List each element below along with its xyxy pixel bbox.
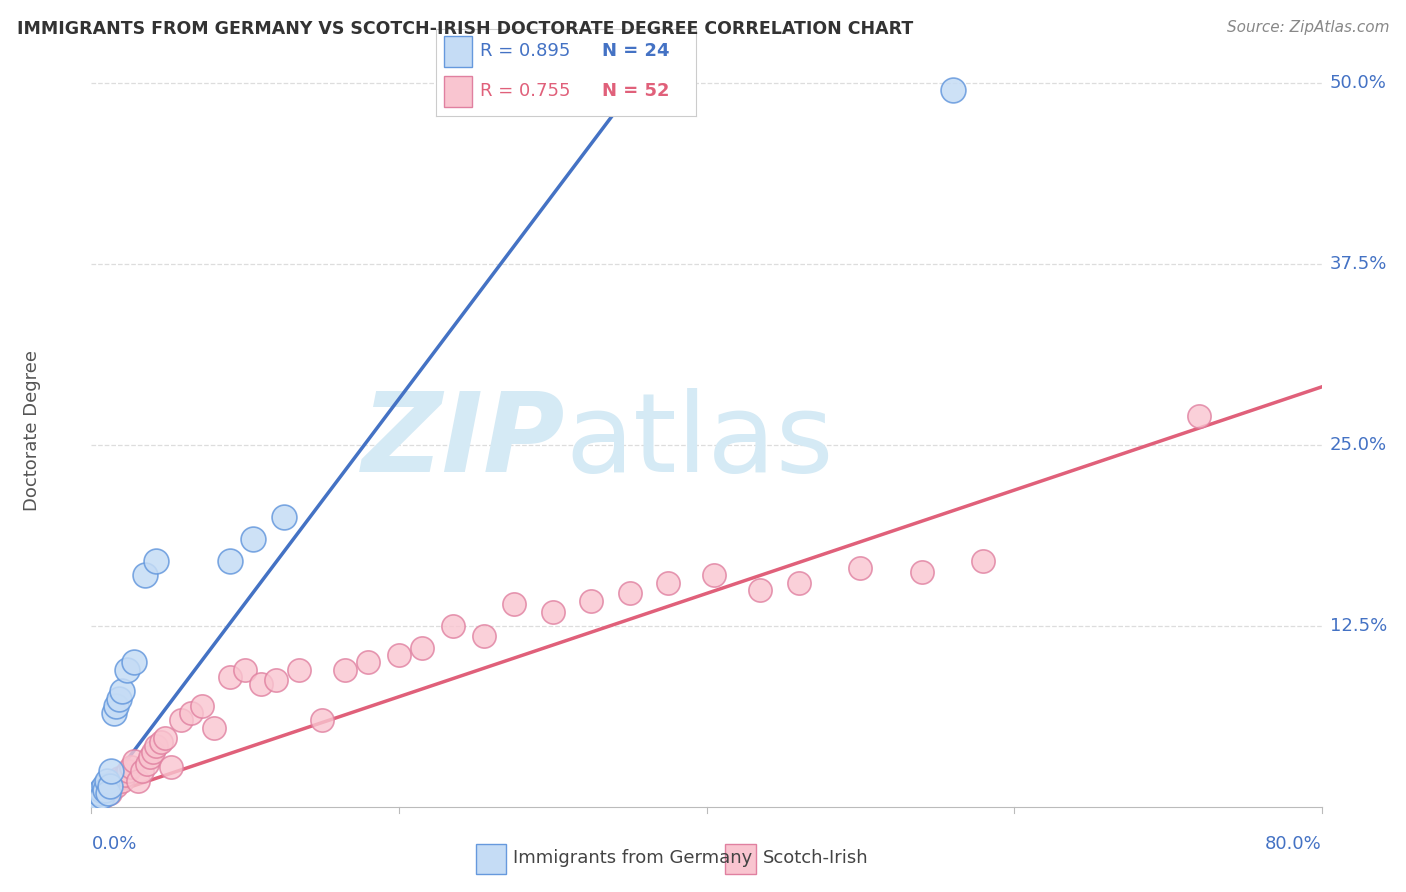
Point (97, 786, 120, 800)
Text: Scotch-Irish: Scotch-Irish (763, 849, 869, 867)
Text: 50.0%: 50.0% (1330, 73, 1386, 92)
Text: 80.0%: 80.0% (1265, 835, 1322, 853)
Point (100, 764, 122, 778)
Point (619, 586, 641, 600)
Text: Doctorate Degree: Doctorate Degree (24, 350, 41, 511)
Text: ZIP: ZIP (361, 388, 565, 495)
Point (115, 663, 138, 677)
Point (145, 739, 167, 754)
Point (273, 510, 295, 524)
Text: R = 0.895: R = 0.895 (479, 42, 571, 61)
Point (103, 774, 125, 789)
Text: Source: ZipAtlas.com: Source: ZipAtlas.com (1226, 20, 1389, 35)
Point (849, 561, 872, 575)
Point (1187, 409, 1209, 423)
Point (105, 779, 127, 793)
Point (83, 793, 105, 807)
Text: N = 52: N = 52 (602, 82, 669, 101)
Point (169, 714, 191, 728)
Bar (725, 844, 756, 874)
Point (117, 764, 139, 778)
Point (131, 764, 153, 778)
Point (472, 629, 495, 643)
Point (108, 771, 131, 786)
Text: 37.5%: 37.5% (1330, 255, 1388, 273)
Text: atlas: atlas (565, 388, 834, 495)
Point (111, 684, 134, 698)
Text: 12.5%: 12.5% (1330, 617, 1388, 635)
Point (114, 768, 136, 782)
Point (579, 594, 602, 608)
Point (127, 774, 149, 789)
Point (153, 731, 177, 745)
Point (86, 789, 108, 803)
Point (218, 554, 240, 568)
Point (93, 779, 115, 793)
Point (911, 566, 934, 580)
Point (87, 786, 110, 800)
Point (180, 706, 202, 720)
Point (98, 786, 121, 800)
Point (135, 756, 157, 771)
Point (108, 691, 131, 706)
Text: R = 0.755: R = 0.755 (479, 82, 571, 101)
Point (657, 575, 679, 590)
Point (242, 532, 264, 546)
Point (411, 640, 433, 655)
Point (96, 783, 118, 797)
Point (288, 663, 311, 677)
Point (218, 670, 240, 684)
Point (249, 677, 271, 691)
Point (264, 673, 287, 687)
Point (749, 582, 772, 597)
Point (124, 655, 146, 669)
Point (91, 789, 114, 803)
Point (90, 786, 112, 800)
Point (703, 568, 725, 582)
Point (145, 554, 167, 568)
Point (191, 698, 214, 713)
Point (357, 655, 380, 669)
Point (311, 714, 333, 728)
Text: 0.0%: 0.0% (91, 835, 136, 853)
Point (388, 648, 411, 662)
Point (503, 598, 526, 612)
Point (83, 793, 105, 807)
Bar (475, 844, 506, 874)
Point (160, 760, 183, 774)
Point (96, 774, 118, 789)
Text: N = 24: N = 24 (602, 42, 669, 61)
Point (441, 619, 464, 633)
Point (333, 663, 356, 677)
Point (233, 663, 256, 677)
Point (124, 754, 146, 768)
Point (120, 760, 142, 774)
Point (105, 698, 127, 713)
Text: IMMIGRANTS FROM GERMANY VS SCOTCH-IRISH DOCTORATE DEGREE CORRELATION CHART: IMMIGRANTS FROM GERMANY VS SCOTCH-IRISH … (17, 20, 912, 37)
Point (787, 575, 810, 590)
Text: Immigrants from Germany: Immigrants from Germany (513, 849, 752, 867)
Point (101, 779, 124, 793)
Text: 25.0%: 25.0% (1330, 436, 1388, 454)
Point (111, 774, 134, 789)
Point (98, 779, 121, 793)
Point (93, 789, 115, 803)
Point (149, 735, 172, 749)
Point (202, 721, 225, 735)
Point (90, 783, 112, 797)
Bar (444, 76, 472, 107)
Bar (444, 36, 472, 67)
Point (103, 706, 125, 720)
Point (972, 554, 994, 568)
Point (86, 791, 108, 805)
Point (84, 789, 107, 803)
Point (142, 745, 165, 759)
Point (134, 568, 156, 582)
Point (94, 783, 117, 797)
Point (541, 605, 564, 619)
Point (942, 83, 965, 97)
Point (139, 749, 162, 764)
